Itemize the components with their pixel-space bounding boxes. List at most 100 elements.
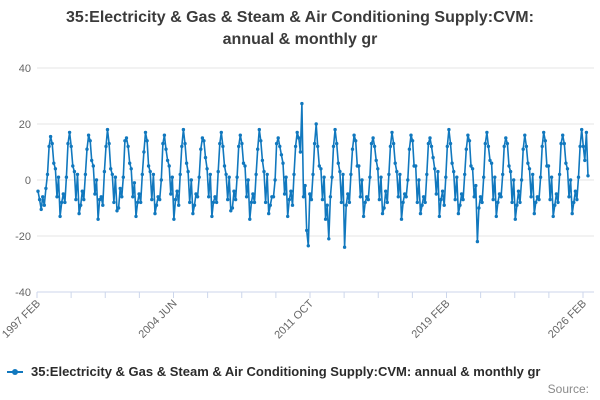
data-point-marker[interactable] (575, 197, 579, 202)
data-point-marker[interactable] (47, 144, 51, 149)
data-point-marker[interactable] (529, 195, 533, 199)
data-point-marker[interactable] (325, 203, 329, 207)
data-point-marker[interactable] (99, 195, 103, 199)
data-point-marker[interactable] (523, 133, 527, 137)
data-point-marker[interactable] (564, 161, 568, 165)
legend-item[interactable]: 35:Electricity & Gas & Steam & Air Condi… (7, 364, 595, 379)
data-point-marker[interactable] (219, 130, 223, 135)
data-point-marker[interactable] (91, 164, 96, 168)
data-point-marker[interactable] (221, 144, 225, 149)
data-point-marker[interactable] (508, 169, 513, 174)
data-point-marker[interactable] (121, 175, 126, 179)
data-point-marker[interactable] (583, 158, 587, 163)
data-point-marker[interactable] (56, 175, 61, 179)
data-point-marker[interactable] (67, 130, 72, 135)
data-point-marker[interactable] (194, 192, 198, 196)
data-point-marker[interactable] (110, 172, 115, 177)
data-point-marker[interactable] (401, 200, 405, 205)
data-point-marker[interactable] (390, 130, 394, 135)
data-point-marker[interactable] (516, 189, 521, 193)
data-point-marker[interactable] (434, 192, 438, 196)
data-point-marker[interactable] (464, 147, 468, 151)
data-point-marker[interactable] (341, 172, 345, 177)
data-point-marker[interactable] (507, 164, 511, 168)
data-point-marker[interactable] (115, 209, 119, 213)
data-point-marker[interactable] (61, 192, 65, 196)
data-point-marker[interactable] (252, 200, 257, 205)
data-point-marker[interactable] (342, 245, 347, 249)
data-point-marker[interactable] (93, 192, 97, 196)
data-point-marker[interactable] (398, 172, 402, 177)
data-point-marker[interactable] (169, 192, 173, 196)
data-point-marker[interactable] (483, 141, 487, 146)
data-point-marker[interactable] (210, 214, 214, 219)
data-point-marker[interactable] (227, 175, 231, 179)
data-point-marker[interactable] (565, 167, 570, 171)
data-point-marker[interactable] (131, 195, 135, 199)
data-point-marker[interactable] (527, 167, 532, 171)
data-point-marker[interactable] (561, 133, 565, 137)
data-point-marker[interactable] (229, 209, 233, 213)
data-point-marker[interactable] (404, 195, 408, 199)
data-point-marker[interactable] (109, 167, 113, 171)
data-point-marker[interactable] (276, 136, 280, 140)
data-point-marker[interactable] (256, 147, 260, 151)
data-point-marker[interactable] (183, 141, 187, 146)
data-point-marker[interactable] (60, 200, 64, 205)
data-point-marker[interactable] (510, 200, 514, 205)
data-point-marker[interactable] (63, 200, 67, 205)
data-point-marker[interactable] (482, 175, 486, 179)
data-point-marker[interactable] (461, 197, 465, 202)
data-point-marker[interactable] (322, 175, 326, 179)
data-point-marker[interactable] (496, 200, 500, 205)
data-point-marker[interactable] (260, 158, 265, 163)
data-point-marker[interactable] (369, 141, 374, 146)
data-point-marker[interactable] (371, 136, 375, 140)
data-point-marker[interactable] (189, 178, 193, 182)
data-point-marker[interactable] (421, 195, 426, 199)
data-point-marker[interactable] (154, 203, 159, 207)
data-point-marker[interactable] (88, 139, 92, 143)
data-point-marker[interactable] (246, 178, 250, 182)
data-point-marker[interactable] (376, 167, 380, 171)
data-point-marker[interactable] (145, 139, 149, 143)
data-point-marker[interactable] (298, 150, 303, 154)
data-point-marker[interactable] (470, 167, 475, 171)
data-point-marker[interactable] (317, 164, 321, 168)
data-point-marker[interactable] (445, 144, 449, 149)
data-point-marker[interactable] (192, 203, 197, 207)
data-point-marker[interactable] (531, 172, 535, 177)
data-point-marker[interactable] (118, 186, 122, 191)
data-point-marker[interactable] (384, 189, 388, 193)
data-point-marker[interactable] (426, 141, 431, 146)
data-point-marker[interactable] (467, 139, 472, 143)
data-point-marker[interactable] (586, 174, 590, 178)
data-point-marker[interactable] (477, 206, 481, 210)
data-point-marker[interactable] (382, 206, 386, 210)
data-point-marker[interactable] (202, 139, 206, 143)
data-point-marker[interactable] (327, 237, 331, 241)
data-point-marker[interactable] (377, 197, 382, 202)
data-point-marker[interactable] (319, 167, 323, 171)
data-point-marker[interactable] (347, 200, 352, 205)
data-point-marker[interactable] (554, 192, 559, 196)
data-point-marker[interactable] (429, 144, 434, 149)
data-point-marker[interactable] (148, 169, 152, 174)
data-point-marker[interactable] (162, 133, 167, 137)
data-point-marker[interactable] (293, 144, 298, 149)
data-point-marker[interactable] (211, 200, 216, 205)
data-point-marker[interactable] (45, 172, 50, 177)
data-point-marker[interactable] (335, 141, 339, 146)
data-point-marker[interactable] (170, 175, 174, 179)
data-point-marker[interactable] (363, 200, 367, 205)
data-point-marker[interactable] (278, 144, 282, 149)
data-point-marker[interactable] (240, 141, 244, 146)
data-point-marker[interactable] (39, 207, 43, 212)
data-point-marker[interactable] (301, 195, 306, 199)
data-point-marker[interactable] (44, 186, 48, 191)
data-point-marker[interactable] (181, 127, 186, 132)
data-point-marker[interactable] (576, 175, 581, 179)
data-point-marker[interactable] (142, 150, 146, 154)
data-point-marker[interactable] (488, 158, 492, 163)
data-point-marker[interactable] (519, 178, 524, 182)
